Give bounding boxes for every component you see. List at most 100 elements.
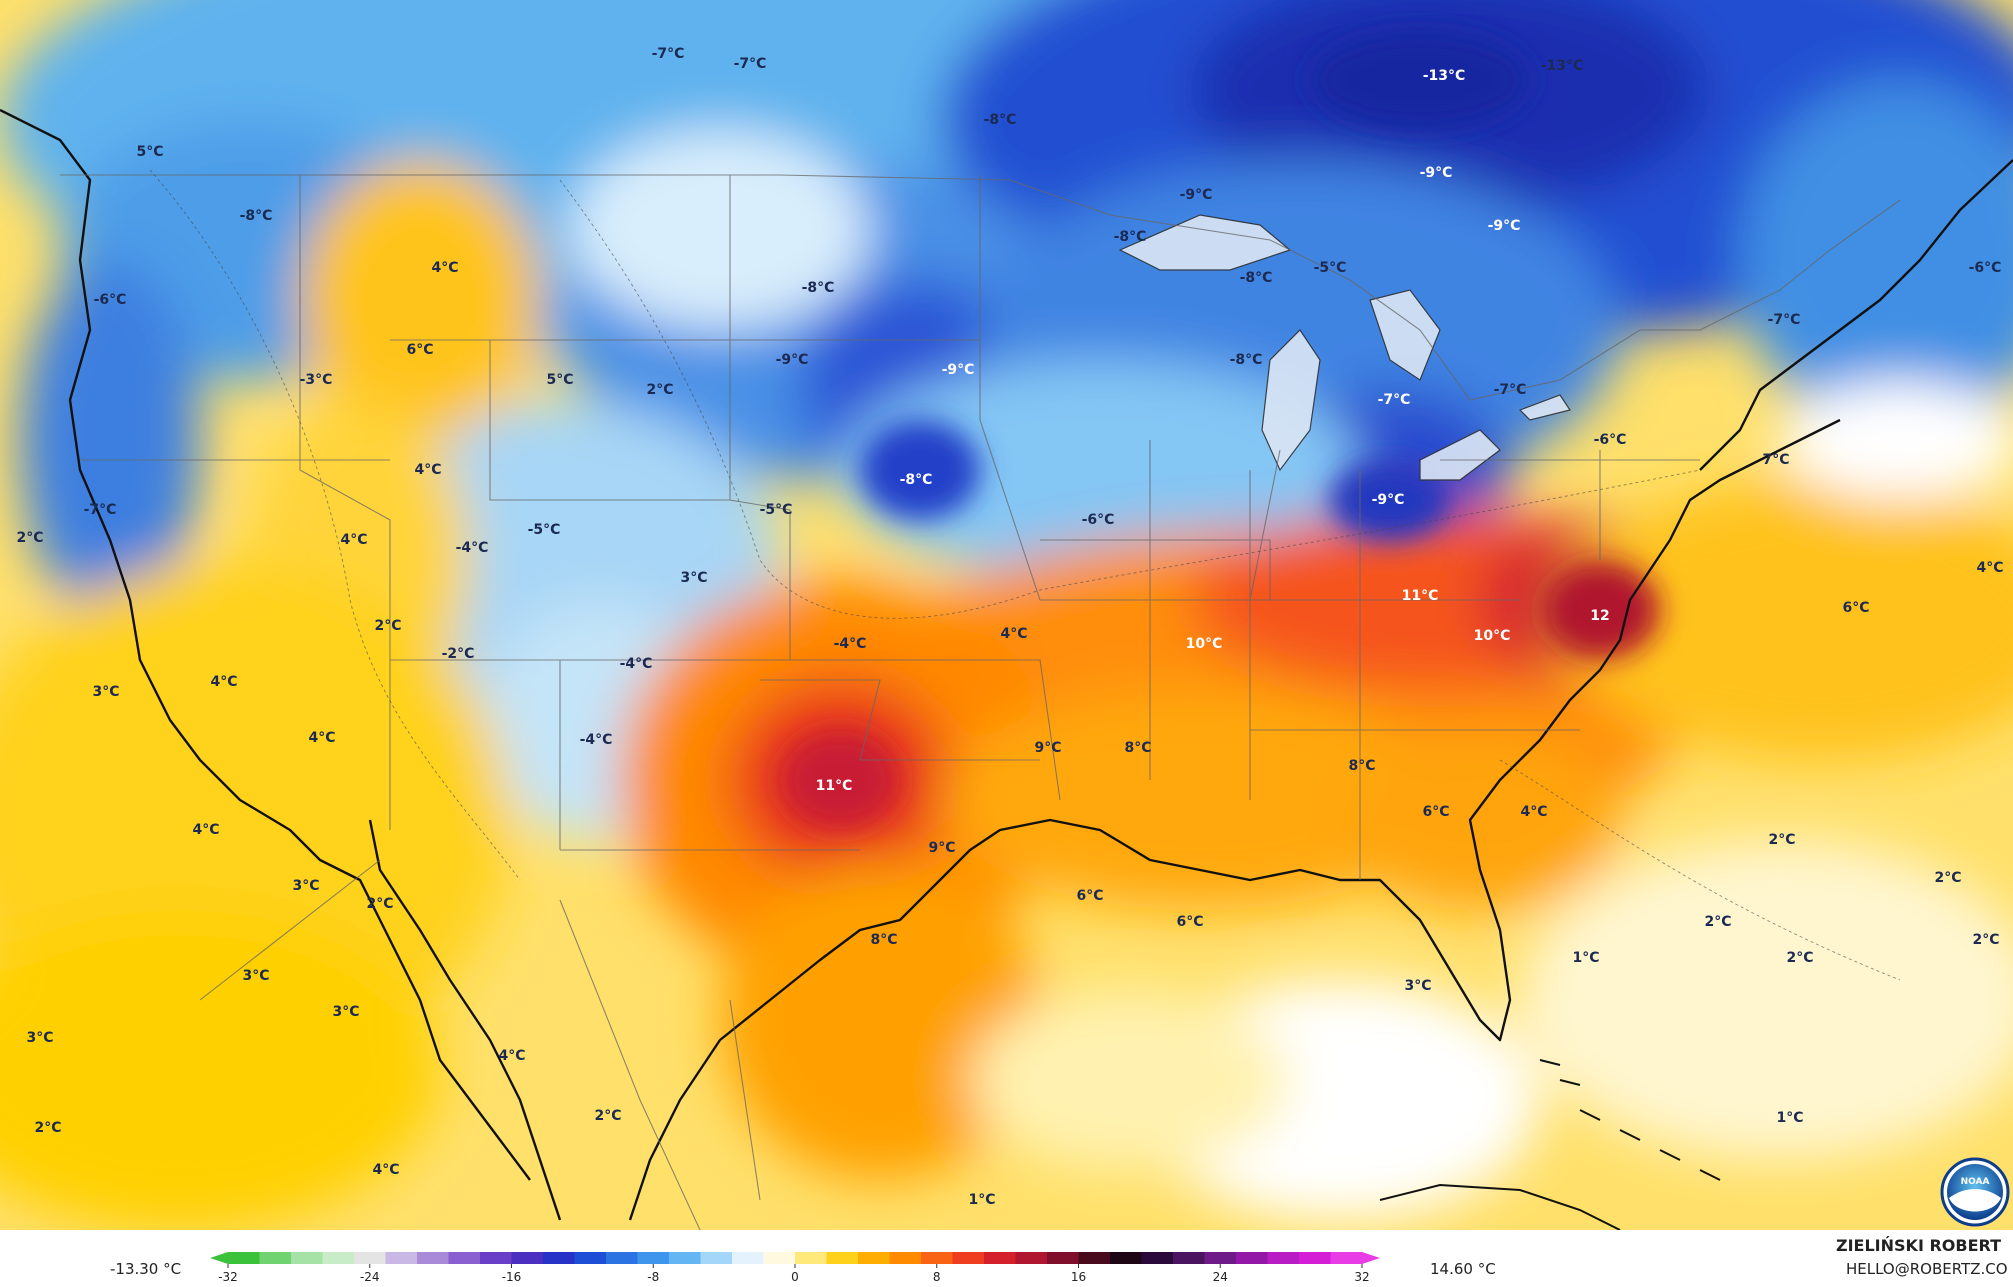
temp-label: -8°C <box>900 472 933 488</box>
temp-label: 2°C <box>646 382 673 398</box>
colorbar-swatch <box>1236 1252 1269 1264</box>
temp-label: -4°C <box>834 636 867 652</box>
temp-label: 6°C <box>1842 600 1869 616</box>
temp-label: 6°C <box>406 342 433 358</box>
colorbar-swatch <box>228 1252 261 1264</box>
temp-label: 1°C <box>968 1192 995 1208</box>
colorbar-swatch <box>1141 1252 1174 1264</box>
temp-label: 4°C <box>1976 560 2003 576</box>
colorbar-swatch <box>511 1252 544 1264</box>
noaa-logo-text: NOAA <box>1961 1177 1990 1187</box>
temp-label: -6°C <box>1594 432 1627 448</box>
colorbar-swatch <box>322 1252 355 1264</box>
temp-label: -4°C <box>456 540 489 556</box>
temp-label: 5°C <box>546 372 573 388</box>
colorbar-swatch <box>354 1252 387 1264</box>
legend-footer: -13.30 °C -32 -24 -16 -8 0 8 16 24 32 14.60 °C Z… <box>0 1230 2013 1287</box>
colorbar-min-arrow <box>210 1252 228 1264</box>
temp-label: 9°C <box>1034 740 1061 756</box>
temp-label: -8°C <box>802 280 835 296</box>
temp-label: -8°C <box>984 112 1017 128</box>
temp-label: -7°C <box>1768 312 1801 328</box>
temp-label: -9°C <box>1420 165 1453 181</box>
temp-label: -3°C <box>300 372 333 388</box>
temp-label: 12 <box>1590 608 1609 624</box>
colorbar-tick-label: -24 <box>360 1270 380 1284</box>
temp-label: 10°C <box>1474 628 1511 644</box>
colorbar-swatch <box>1078 1252 1111 1264</box>
temp-label: -4°C <box>580 732 613 748</box>
temp-label: 3°C <box>292 878 319 894</box>
temp-label: -7°C <box>1494 382 1527 398</box>
colorbar-swatch <box>826 1252 859 1264</box>
colorbar-swatch <box>1110 1252 1143 1264</box>
great-lakes <box>1118 214 1571 481</box>
colorbar-swatch <box>1173 1252 1206 1264</box>
temp-label: 4°C <box>414 462 441 478</box>
colorbar-swatch <box>858 1252 891 1264</box>
colorbar-swatch <box>637 1252 670 1264</box>
temp-label: -5°C <box>760 502 793 518</box>
temp-label: 7°C <box>1762 452 1789 468</box>
temp-label: 11°C <box>816 778 853 794</box>
colorbar-swatch <box>889 1252 922 1264</box>
colorbar-swatch <box>1204 1252 1237 1264</box>
temp-label: -8°C <box>1230 352 1263 368</box>
colorbar-max-value: 14.60 °C <box>1430 1260 1496 1278</box>
temp-label: 6°C <box>1076 888 1103 904</box>
colorbar-swatch <box>543 1252 576 1264</box>
temp-label: 2°C <box>1786 950 1813 966</box>
temp-label: 2°C <box>594 1108 621 1124</box>
colorbar-tick-label: 8 <box>933 1270 941 1284</box>
colorbar: -32 -24 -16 -8 0 8 16 24 32 <box>210 1252 1380 1284</box>
temp-label: -6°C <box>94 292 127 308</box>
temp-label: 4°C <box>1520 804 1547 820</box>
temp-label: 1°C <box>1572 950 1599 966</box>
temp-label: -7°C <box>652 46 685 62</box>
temp-label: 9°C <box>928 840 955 856</box>
temp-label: 5°C <box>136 144 163 160</box>
colorbar-swatch <box>291 1252 324 1264</box>
colorbar-swatch <box>1047 1252 1080 1264</box>
temp-label: 2°C <box>366 896 393 912</box>
temp-label: 8°C <box>1124 740 1151 756</box>
temp-label: -7°C <box>84 502 117 518</box>
temp-label: -5°C <box>1314 260 1347 276</box>
temp-label: 10°C <box>1186 636 1223 652</box>
temp-label: 2°C <box>374 618 401 634</box>
temp-label: -7°C <box>1378 392 1411 408</box>
colorbar-swatch <box>1330 1252 1363 1264</box>
temp-label: 1°C <box>1776 1110 1803 1126</box>
colorbar-swatch <box>952 1252 985 1264</box>
caribbean-islands <box>1379 1059 1721 1230</box>
colorbar-swatch <box>1299 1252 1332 1264</box>
temp-label: 2°C <box>16 530 43 546</box>
temp-label: 4°C <box>210 674 237 690</box>
temp-label: -2°C <box>442 646 475 662</box>
temp-label: 8°C <box>870 932 897 948</box>
temp-label: 4°C <box>372 1162 399 1178</box>
temp-label: -9°C <box>1372 492 1405 508</box>
temp-label: 11°C <box>1402 588 1439 604</box>
temp-label: 6°C <box>1176 914 1203 930</box>
colorbar-tick-label: -16 <box>502 1270 522 1284</box>
colorbar-tick-label: 24 <box>1213 1270 1228 1284</box>
colorbar-tick-label: 0 <box>791 1270 799 1284</box>
temp-label: 2°C <box>34 1120 61 1136</box>
temp-label: -9°C <box>1488 218 1521 234</box>
temp-label: -6°C <box>1082 512 1115 528</box>
temp-label: 2°C <box>1972 932 1999 948</box>
temp-label: -8°C <box>240 208 273 224</box>
temp-label: 4°C <box>308 730 335 746</box>
temp-label: 3°C <box>1404 978 1431 994</box>
contour-lines <box>149 169 1901 981</box>
temp-label: -8°C <box>1240 270 1273 286</box>
temp-label: -6°C <box>1969 260 2002 276</box>
temp-label: 3°C <box>332 1004 359 1020</box>
temp-label: 4°C <box>498 1048 525 1064</box>
colorbar-tick-label: 16 <box>1071 1270 1086 1284</box>
colorbar-swatch <box>669 1252 702 1264</box>
colorbar-swatch <box>1267 1252 1300 1264</box>
temperature-labels: -7°C -7°C -8°C -13°C -13°C 5°C -8°C -9°C… <box>16 46 2003 1208</box>
author-name: ZIELIŃSKI ROBERT <box>1836 1236 2002 1255</box>
